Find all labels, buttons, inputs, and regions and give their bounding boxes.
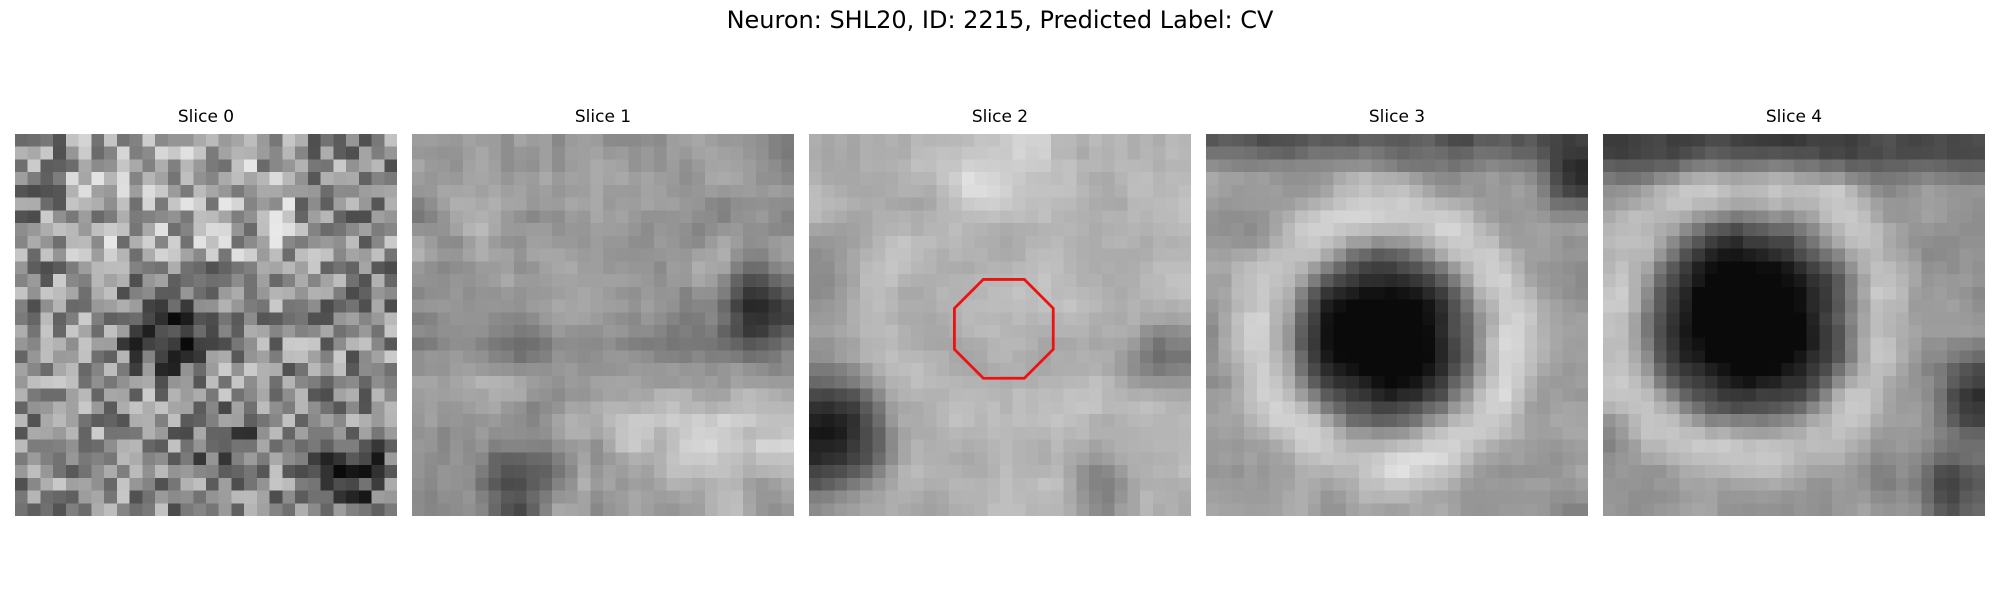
slice-title: Slice 2: [971, 107, 1029, 127]
slice-image: [1206, 134, 1588, 516]
slice-title: Slice 0: [177, 107, 235, 127]
figure-title: Neuron: SHL20, ID: 2215, Predicted Label…: [726, 6, 1274, 34]
slice-title: Slice 1: [574, 107, 632, 127]
slice-image: [412, 134, 794, 516]
slice-image: [15, 134, 397, 516]
slice-image: [1603, 134, 1985, 516]
slice-title: Slice 4: [1765, 107, 1823, 127]
slice-image: [809, 134, 1191, 516]
slice-title: Slice 3: [1368, 107, 1426, 127]
roi-octagon-marker: [953, 278, 1055, 380]
